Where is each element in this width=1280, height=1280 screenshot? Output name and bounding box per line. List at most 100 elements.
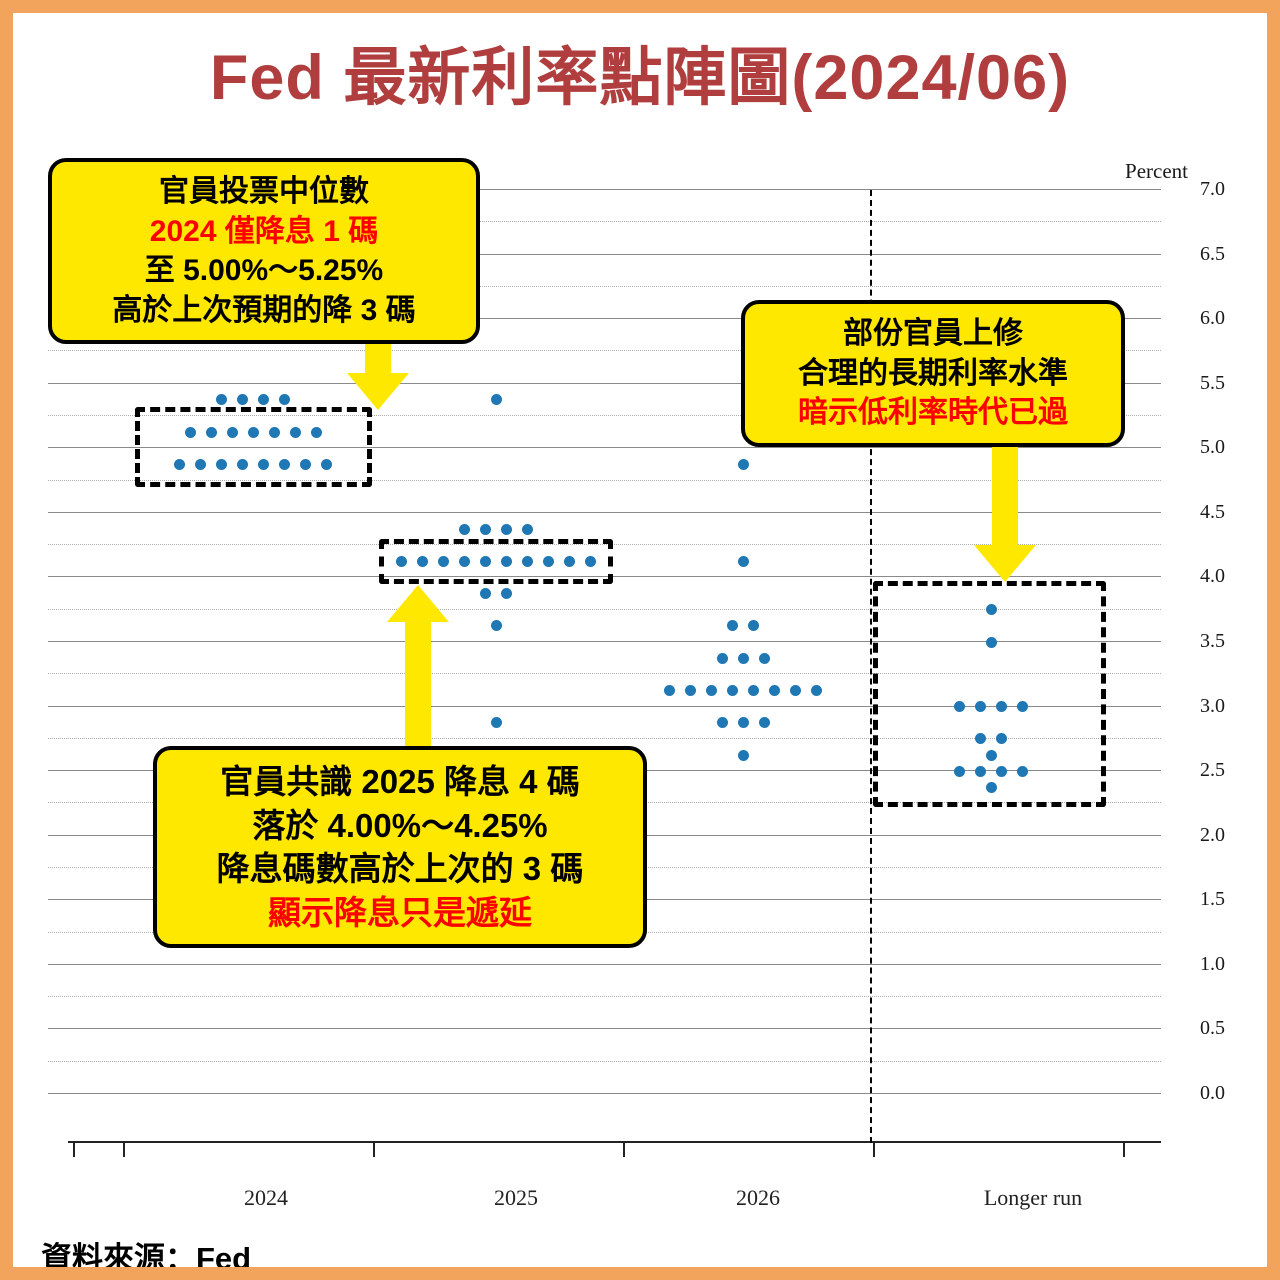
callout-line-highlight: 顯示降息只是遞延: [268, 893, 532, 931]
projection-dot: [417, 555, 428, 567]
projection-dot: [985, 604, 997, 616]
callout-longer-run: 部份官員上修 合理的長期利率水準 暗示低利率時代已過: [741, 300, 1125, 447]
projection-dot: [954, 701, 965, 713]
callout-line: 合理的長期利率水準: [798, 356, 1068, 390]
gridline-dotted: [48, 415, 1161, 416]
y-axis-tick-label: 5.0: [1200, 436, 1225, 459]
projection-dot: [737, 458, 749, 470]
projection-dot: [216, 394, 227, 406]
projection-dot: [996, 765, 1007, 777]
gridline-solid: [48, 382, 1161, 384]
gridline-solid: [48, 253, 1161, 255]
callout-line: 落於 4.00%～4.25%: [252, 806, 548, 844]
projection-dot: [174, 458, 185, 470]
projection-dot: [985, 749, 997, 761]
projection-dot: [501, 523, 512, 535]
gridline-dotted: [48, 479, 1161, 481]
y-axis-tick-label: 3.0: [1200, 694, 1225, 717]
gridline-dotted: [48, 673, 1161, 675]
projection-dot: [727, 684, 738, 696]
highlight-box-2024-cluster: [135, 407, 372, 487]
projection-dot: [737, 749, 749, 761]
projection-dot: [300, 458, 311, 470]
gridline-solid: [48, 1093, 1161, 1094]
projection-dot: [490, 394, 502, 406]
projection-dot: [184, 426, 196, 438]
y-axis-tick-label: 4.0: [1200, 565, 1225, 588]
gridline-dotted: [48, 608, 1161, 610]
projection-dot: [975, 733, 986, 745]
gridline-dotted: [48, 996, 1161, 998]
projection-dot: [237, 458, 248, 470]
projection-dot: [727, 620, 738, 632]
page-title: Fed 最新利率點陣圖(2024/06): [209, 43, 1071, 113]
x-axis-tick: [123, 1141, 125, 1157]
projection-dot: [438, 555, 449, 567]
gridline-solid: [48, 963, 1161, 965]
projection-dot: [490, 620, 502, 632]
gridline-solid: [48, 705, 1161, 707]
gridline-dotted: [48, 221, 1161, 223]
y-axis-tick-label: 2.5: [1200, 759, 1225, 782]
callout-line: 官員共識 2025 降息 4 碼: [220, 763, 580, 800]
callout-line: 部份官員上修: [843, 317, 1023, 350]
down-arrow-head-icon: [974, 545, 1036, 582]
projection-dot: [1017, 701, 1028, 713]
projection-dot: [996, 733, 1007, 745]
projection-dot: [480, 555, 491, 567]
projection-dot: [737, 652, 749, 664]
projection-dot: [247, 426, 259, 438]
callout-2024-median: 官員投票中位數 2024 僅降息 1 碼 至 5.00%～5.25% 高於上次預…: [48, 158, 480, 345]
x-axis-line: [68, 1141, 1161, 1143]
gridline-solid: [48, 576, 1161, 578]
projection-dot: [289, 426, 301, 438]
y-axis-tick-label: 5.5: [1200, 371, 1225, 394]
y-axis-unit-label: Percent: [1125, 159, 1188, 183]
y-axis-tick-label: 6.5: [1200, 242, 1225, 265]
gridline-dotted: [48, 285, 1161, 287]
down-arrow-head-icon: [347, 373, 409, 410]
projection-dot: [237, 394, 248, 406]
callout-line-highlight: 2024 僅降息 1 碼: [149, 214, 379, 248]
gridline-solid: [48, 511, 1161, 513]
longer-run-separator-line: [870, 190, 872, 1143]
projection-dot: [748, 684, 759, 696]
projection-dot: [279, 458, 290, 470]
projection-dot: [716, 717, 728, 729]
highlight-box-longer-run-cluster: [873, 581, 1106, 807]
down-arrow: [992, 437, 1018, 547]
projection-dot: [522, 523, 533, 535]
projection-dot: [985, 636, 997, 648]
callout-2025-consensus: 官員共識 2025 降息 4 碼 落於 4.00%～4.25% 降息碼數高於上次…: [153, 746, 647, 949]
callout-line: 高於上次預期的降 3 碼: [112, 293, 416, 327]
projection-dot: [310, 426, 322, 438]
projection-dot: [664, 684, 675, 696]
y-axis-tick-label: 2.0: [1200, 823, 1225, 846]
projection-dot: [706, 684, 717, 696]
callout-line: 官員投票中位數: [159, 175, 369, 208]
projection-dot: [716, 652, 728, 664]
projection-dot: [258, 394, 269, 406]
projection-dot: [1017, 765, 1028, 777]
projection-dot: [501, 588, 512, 600]
y-axis-tick-label: 3.5: [1200, 630, 1225, 652]
projection-dot: [258, 458, 269, 470]
projection-dot: [501, 555, 512, 567]
projection-dot: [480, 523, 491, 535]
projection-dot: [279, 394, 290, 406]
x-axis-category-label: 2025: [494, 1185, 538, 1210]
gridline-dotted: [48, 350, 1161, 352]
x-axis-tick: [873, 1141, 875, 1157]
projection-dot: [685, 684, 696, 696]
y-axis-tick-label: 1.0: [1200, 952, 1225, 975]
gridline-solid: [48, 447, 1161, 449]
projection-dot: [459, 555, 470, 567]
callout-line: 至 5.00%～5.25%: [144, 254, 384, 288]
x-axis-category-label: 2024: [244, 1185, 288, 1210]
callout-line: 降息碼數高於上次的 3 碼: [216, 850, 584, 888]
gridline-solid: [48, 189, 1161, 190]
y-axis-tick-label: 7.0: [1200, 178, 1225, 200]
up-arrow-head-icon: [387, 585, 449, 622]
projection-dot: [975, 765, 986, 777]
